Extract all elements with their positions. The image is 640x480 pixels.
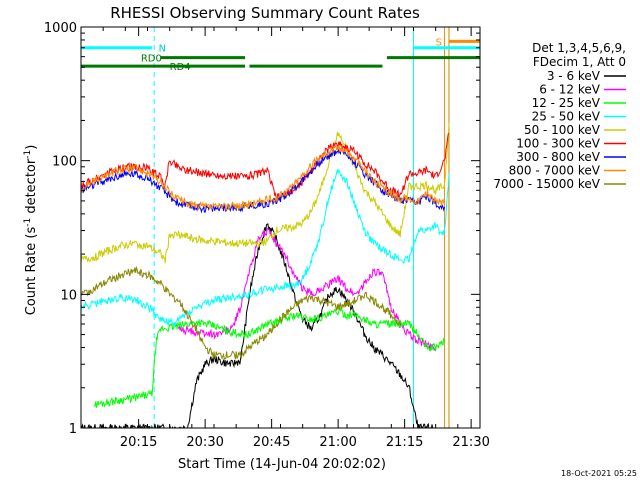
y-axis-label-sup1: -1 — [23, 218, 33, 227]
legend-header-2: FDecim 1, Att 0 — [533, 55, 626, 69]
x-tick-label: 20:30 — [186, 435, 223, 450]
legend-label: 800 - 7000 keV — [509, 164, 601, 178]
legend-label: 12 - 25 keV — [532, 96, 601, 110]
y-axis: 1 10 100 1000 — [44, 21, 480, 437]
legend-label: 50 - 100 keV — [524, 123, 601, 137]
x-axis-label: Start Time (14-Jun-04 20:02:02) — [178, 457, 386, 472]
y-tick-label: 100 — [52, 155, 77, 170]
series-line-800-7000-kev — [81, 144, 445, 211]
y-axis-label: Count Rate (s-1 detector-1) — [23, 145, 39, 316]
legend-label: 100 - 300 keV — [516, 137, 600, 151]
y-axis-label-sup2: -1 — [23, 150, 33, 159]
y-axis-label-mid: detector — [24, 158, 39, 218]
x-tick-label: 21:30 — [452, 435, 489, 450]
series-line-7000-15000-kev — [81, 265, 401, 360]
legend: Det 1,3,4,5,6,9, FDecim 1, Att 0 3 - 6 k… — [493, 41, 626, 191]
x-tick-label: 20:15 — [120, 435, 157, 450]
annotation-rd0: RD0 — [141, 54, 162, 65]
legend-label: 3 - 6 keV — [547, 69, 601, 83]
legend-label: 300 - 800 keV — [516, 150, 600, 164]
y-tick-label: 1000 — [44, 21, 77, 36]
x-tick-label: 21:15 — [386, 435, 423, 450]
legend-label: 7000 - 15000 keV — [493, 177, 600, 191]
y-tick-label: 10 — [60, 288, 77, 303]
x-axis: 20:15 20:30 20:45 21:00 21:15 21:30 — [80, 27, 490, 450]
footer-date: 18-Oct-2021 05:25 — [561, 469, 637, 478]
y-tick-label: 1 — [69, 422, 77, 437]
annotation-s: S — [436, 37, 442, 48]
annotation-rd4: RD4 — [170, 62, 191, 73]
legend-header-1: Det 1,3,4,5,6,9, — [532, 41, 626, 55]
series-line-6-12-kev — [178, 227, 437, 352]
x-tick-label: 20:45 — [253, 435, 290, 450]
legend-label: 6 - 12 keV — [539, 83, 601, 97]
legend-label: 25 - 50 keV — [532, 110, 601, 124]
series-line-25-50-kev — [81, 167, 450, 328]
series-line-300-800-kev — [81, 147, 445, 214]
series-line-50-100-kev — [81, 123, 450, 264]
chart-title: RHESSI Observing Summary Count Rates — [110, 4, 420, 22]
y-axis-label-main: Count Rate (s — [24, 227, 39, 316]
series-line-12-25-kev — [93, 305, 445, 408]
annotation-n: N — [159, 44, 166, 55]
y-axis-label-end: ) — [24, 145, 39, 150]
x-tick-label: 21:00 — [319, 435, 356, 450]
